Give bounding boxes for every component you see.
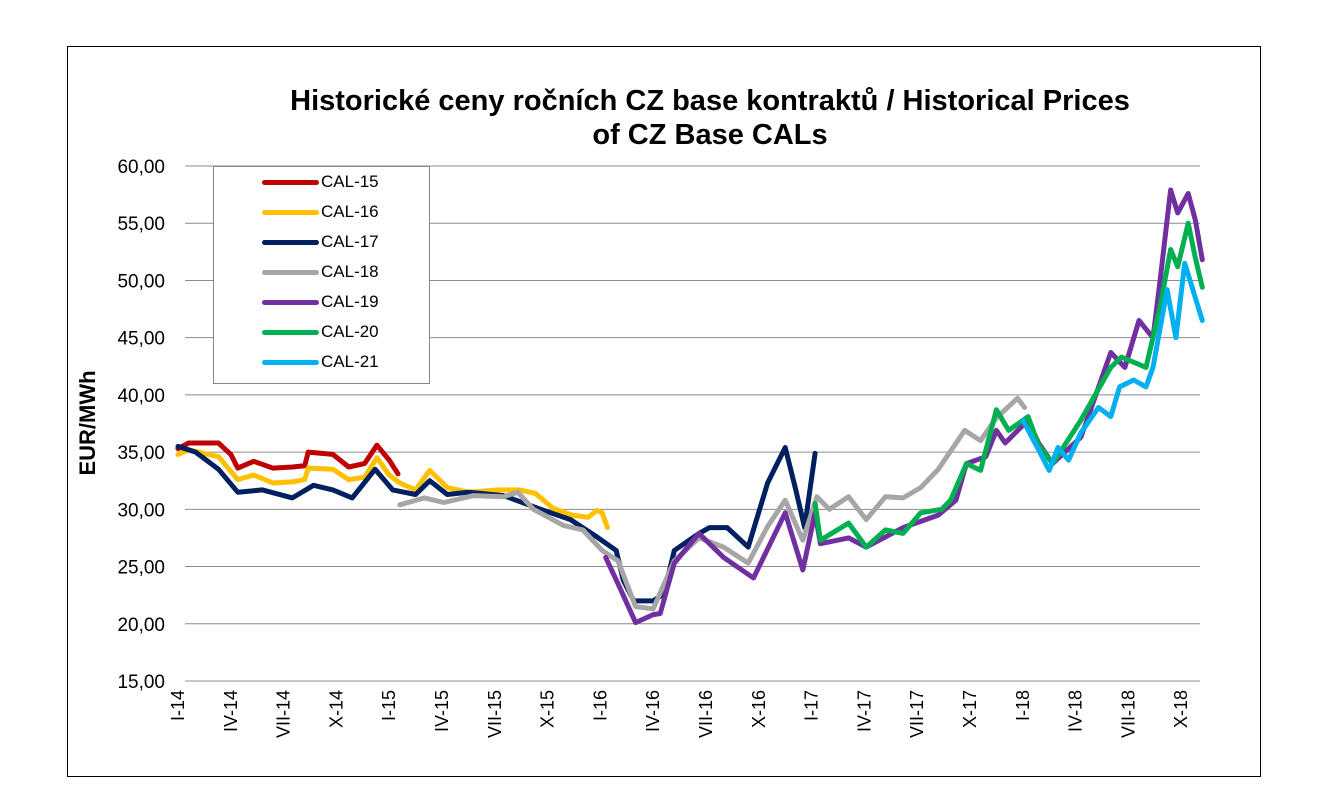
legend-item: CAL-19 <box>262 287 379 317</box>
x-tick-label: VII-17 <box>907 690 927 738</box>
legend-swatch <box>262 179 319 185</box>
x-tick-label: IV-14 <box>221 690 241 732</box>
y-tick-label: 25,00 <box>117 558 165 579</box>
legend-item: CAL-15 <box>262 167 379 197</box>
y-tick-label: 45,00 <box>117 329 165 350</box>
legend-swatch <box>262 359 319 365</box>
series-line-cal-20 <box>812 220 1205 550</box>
legend-label: CAL-18 <box>321 262 379 281</box>
x-tick-label: VII-16 <box>696 690 716 738</box>
legend-label: CAL-19 <box>321 292 379 311</box>
series-line-cal-15 <box>175 440 401 477</box>
legend-label: CAL-15 <box>321 172 379 191</box>
x-tick-label: X-15 <box>538 690 558 728</box>
x-tick-label: I-14 <box>168 690 188 721</box>
series-line-cal-16 <box>175 447 610 531</box>
legend-label: CAL-21 <box>321 352 379 371</box>
y-tick-label: 20,00 <box>117 615 165 636</box>
y-tick-label: 40,00 <box>117 386 165 407</box>
x-tick-label: I-17 <box>802 690 822 721</box>
x-tick-label: I-18 <box>1013 690 1033 721</box>
series-line-cal-17 <box>175 443 818 604</box>
x-tick-label: IV-15 <box>432 690 452 732</box>
x-tick-label: X-16 <box>749 690 769 728</box>
legend-label: CAL-16 <box>321 202 379 221</box>
series-line-cal-21 <box>1020 260 1205 473</box>
x-tick-label: X-18 <box>1171 690 1191 728</box>
chart-frame <box>67 46 1261 777</box>
x-tick-label: I-15 <box>379 690 399 721</box>
x-tick-label: VII-14 <box>274 690 294 738</box>
y-tick-label: 30,00 <box>117 500 165 521</box>
x-tick-label: VII-18 <box>1118 690 1138 738</box>
legend-swatch <box>262 209 319 215</box>
legend-swatch <box>262 299 319 305</box>
x-tick-label: I-16 <box>590 690 610 721</box>
x-tick-label: IV-18 <box>1066 690 1086 732</box>
y-tick-label: 60,00 <box>117 157 165 178</box>
legend-item: CAL-17 <box>262 227 379 257</box>
legend-item: CAL-18 <box>262 257 379 287</box>
legend-swatch <box>262 239 319 245</box>
x-tick-label: IV-16 <box>643 690 663 732</box>
x-tick-label: VII-15 <box>485 690 505 738</box>
x-tick-label: X-17 <box>960 690 980 728</box>
x-tick-label: IV-17 <box>854 690 874 732</box>
legend-label: CAL-17 <box>321 232 379 251</box>
y-tick-label: 35,00 <box>117 443 165 464</box>
x-tick-label: X-14 <box>326 690 346 728</box>
y-tick-label: 15,00 <box>117 672 165 693</box>
legend-item: CAL-21 <box>262 347 379 377</box>
y-tick-label: 50,00 <box>117 271 165 292</box>
legend-swatch <box>262 269 319 275</box>
legend-label: CAL-20 <box>321 322 379 341</box>
legend-swatch <box>262 329 319 335</box>
chart-title-line-2: of CZ Base CALs <box>592 119 828 151</box>
chart-title: Historické ceny ročních CZ base kontrakt… <box>180 84 1240 152</box>
legend: CAL-15 CAL-16 CAL-17 CAL-18 CAL-19 CAL-20 CAL-… <box>213 166 430 384</box>
series-line-cal-18 <box>397 395 1028 612</box>
y-tick-label: 55,00 <box>117 214 165 235</box>
legend-item: CAL-16 <box>262 197 379 227</box>
legend-item: CAL-20 <box>262 317 379 347</box>
chart-title-line-1: Historické ceny ročních CZ base kontrakt… <box>290 85 1130 117</box>
